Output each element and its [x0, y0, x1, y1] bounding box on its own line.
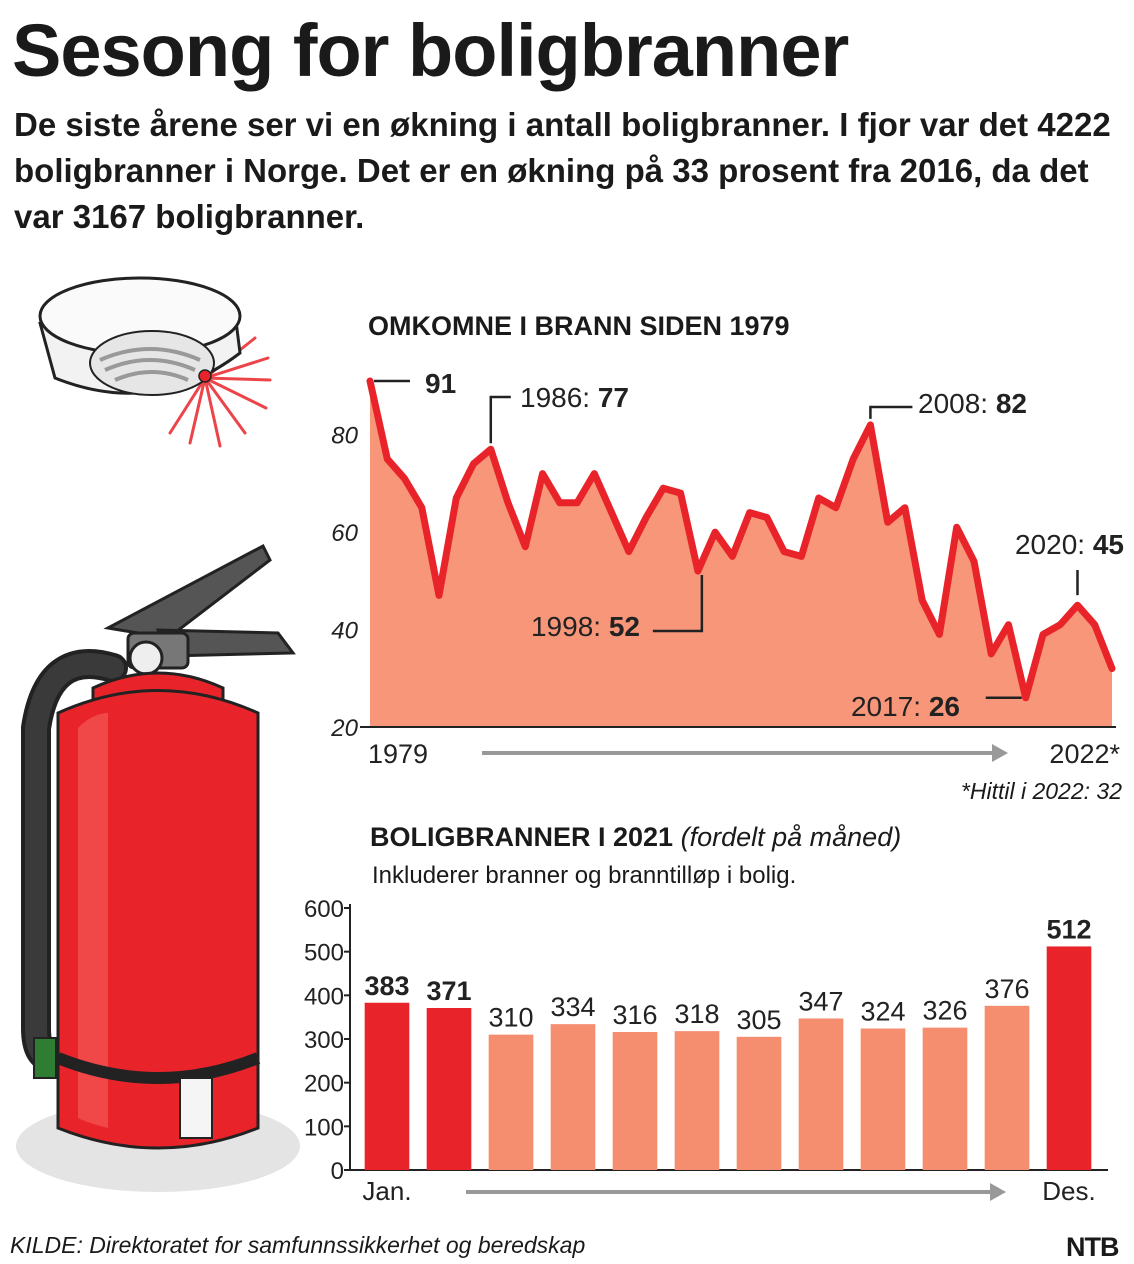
chart1-annotation-value: 26	[929, 691, 960, 722]
chart2-bar	[984, 1005, 1030, 1170]
chart2-bar	[364, 1002, 410, 1170]
chart2-bar	[674, 1031, 720, 1170]
chart2-subtitle: Inkluderer branner og branntilløp i boli…	[372, 862, 797, 889]
chart2-data-label: 310	[488, 1003, 533, 1033]
chart2-data-label: 376	[984, 974, 1029, 1004]
fire-extinguisher-icon	[16, 543, 300, 1192]
chart1-annotation-value: 82	[996, 388, 1027, 419]
chart1-annotation: 2008: 82	[918, 388, 1027, 419]
chart1-annotation: 1998: 52	[531, 611, 640, 642]
chart2-bar	[736, 1036, 782, 1170]
chart1-annotation-year: 2017:	[851, 691, 929, 722]
chart1-time-arrow-head	[992, 744, 1008, 762]
ntb-logo: NTB	[1066, 1232, 1119, 1262]
chart1-annotation-leader	[652, 575, 704, 633]
chart1-annotation: 2020: 45	[1015, 529, 1124, 560]
chart1-annotation: 2017: 26	[851, 691, 960, 722]
chart2-data-label: 324	[860, 997, 905, 1027]
chart2-bar	[550, 1024, 596, 1170]
chart1-y-tick: 80	[331, 423, 358, 450]
chart2-data-label: 512	[1046, 914, 1091, 944]
chart2-y-tick: 200	[304, 1071, 344, 1098]
chart2-y-tick: 0	[331, 1158, 344, 1185]
chart2-data-label: 383	[364, 971, 409, 1001]
lead-text: De siste årene ser vi en økning i antall…	[14, 106, 1111, 235]
chart2-data-label: 334	[550, 992, 595, 1022]
chart2-data-label: 305	[736, 1005, 781, 1035]
chart1-annotation: 1986: 77	[520, 382, 629, 413]
chart1-title: OMKOMNE I BRANN SIDEN 1979	[368, 311, 790, 341]
chart1-footnote: *Hittil i 2022: 32	[960, 778, 1122, 804]
chart1-deaths-area: 20 40 60 80 1979 2022* 91 1986: 77 1998: 52 2008:…	[330, 368, 1124, 769]
chart2-data-label: 316	[612, 1000, 657, 1030]
chart2-time-arrow-head	[990, 1183, 1006, 1201]
chart2-y-tick: 400	[304, 983, 344, 1010]
chart2-y-tick: 500	[304, 940, 344, 967]
chart2-data-label: 347	[798, 986, 843, 1016]
chart1-annotation-year: 2020:	[1015, 529, 1093, 560]
chart2-bar	[426, 1007, 472, 1170]
chart1-x-label-start: 1979	[368, 739, 428, 769]
chart2-fires-bar: 0 100 200 300 400 500 600 383 371 310 334 316 318 305…	[304, 896, 1108, 1206]
chart1-annotation-value: 45	[1093, 529, 1124, 560]
chart2-bar	[612, 1032, 658, 1170]
chart2-bar	[798, 1018, 844, 1170]
chart1-annotation-value: 77	[598, 382, 629, 413]
chart1-x-label-end: 2022*	[1049, 739, 1120, 769]
chart1-y-tick: 40	[331, 618, 358, 645]
chart1-annotation-year: 1986:	[520, 382, 598, 413]
chart1-annotation: 91	[425, 368, 456, 399]
chart2-y-tick: 100	[304, 1114, 344, 1141]
chart1-area	[370, 381, 1112, 727]
chart1-annotation-year: 2008:	[918, 388, 996, 419]
chart2-y-tick: 600	[304, 896, 344, 923]
source-note: KILDE: Direktoratet for samfunnssikkerhe…	[10, 1232, 586, 1258]
page-title: Sesong for boligbranner	[12, 9, 849, 92]
chart2-title-note: (fordelt på måned)	[680, 822, 902, 852]
chart2-bar	[488, 1034, 534, 1170]
chart2-data-label: 318	[674, 999, 719, 1029]
chart1-annotation-value: 91	[425, 368, 456, 399]
chart1-y-tick: 60	[331, 520, 358, 547]
chart2-x-label-end: Des.	[1042, 1176, 1095, 1206]
chart2-data-label: 371	[426, 976, 471, 1006]
chart2-bar	[1046, 946, 1092, 1170]
chart1-line	[366, 377, 1116, 702]
chart1-annotation-leader	[869, 405, 913, 419]
chart1-annotation-leader	[489, 395, 511, 444]
smoke-detector-icon	[38, 276, 272, 448]
chart1-y-tick: 20	[330, 715, 358, 742]
chart2-x-label-start: Jan.	[362, 1176, 411, 1206]
chart1-annotation-value: 52	[609, 611, 640, 642]
chart2-bar	[860, 1028, 906, 1170]
chart1-annotation-year: 1998:	[531, 611, 609, 642]
chart2-bar	[922, 1027, 968, 1170]
chart2-title-main: BOLIGBRANNER I 2021	[370, 822, 674, 852]
chart2-y-tick: 300	[304, 1027, 344, 1054]
chart2-title: BOLIGBRANNER I 2021 (fordelt på måned)	[370, 822, 901, 853]
chart2-data-label: 326	[922, 996, 967, 1026]
